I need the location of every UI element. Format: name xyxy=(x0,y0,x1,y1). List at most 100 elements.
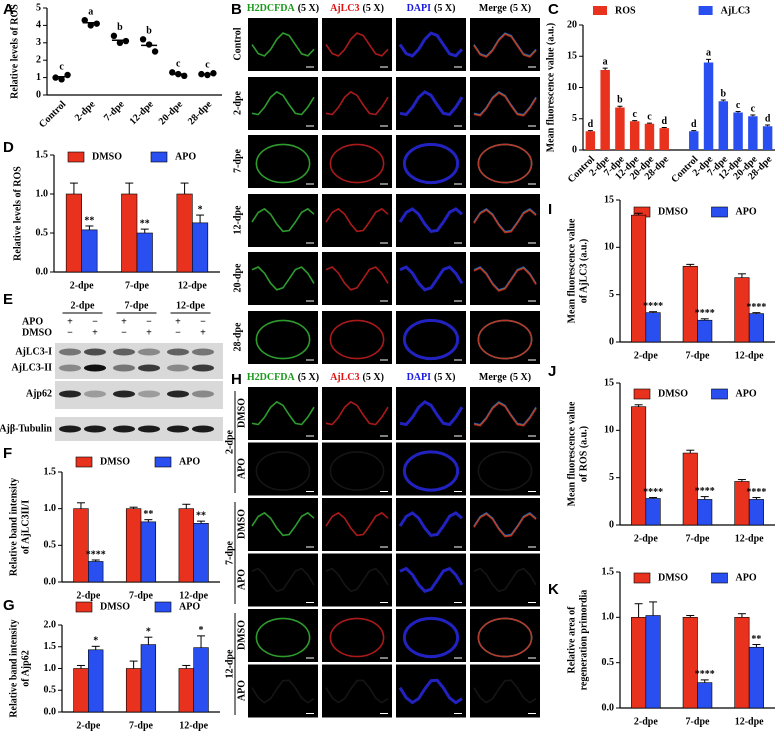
micrograph xyxy=(248,135,318,188)
x-tick-label: 7-dpe xyxy=(129,590,153,601)
micrograph xyxy=(396,252,466,305)
data-point xyxy=(204,71,211,79)
magnification: (5 X) xyxy=(298,3,319,14)
panel-label: E xyxy=(3,291,13,308)
legend-swatch xyxy=(593,6,607,15)
lane-header: 12-dpe xyxy=(176,300,205,311)
data-point xyxy=(116,39,124,46)
tissue-signal xyxy=(477,143,533,184)
bar xyxy=(659,128,669,150)
y-tick-label: 10 xyxy=(567,82,577,93)
y-tick-label: 0 xyxy=(36,89,41,100)
magnification: (5 X) xyxy=(510,372,531,383)
significance-stars: * xyxy=(198,204,203,215)
error-bar xyxy=(706,58,712,63)
significance-letter: d xyxy=(765,113,771,124)
significance-stars: **** xyxy=(695,308,715,319)
tissue-signal xyxy=(399,566,464,594)
error-bar xyxy=(752,312,761,314)
error-bar xyxy=(686,449,695,454)
tissue-signal xyxy=(329,143,385,184)
bar xyxy=(65,193,82,273)
micrograph xyxy=(470,252,540,305)
tissue-signal xyxy=(251,32,315,57)
significance-letter: d xyxy=(691,119,697,130)
significance-letter: d xyxy=(661,116,667,127)
legend-swatch xyxy=(67,151,85,163)
tissue-signal xyxy=(473,513,537,538)
error-bar xyxy=(197,635,206,648)
legend-label: AjLC3 xyxy=(721,5,750,16)
tissue-signal xyxy=(251,567,315,593)
tissue-signal xyxy=(325,90,389,116)
tissue-signal xyxy=(398,31,464,58)
x-tick-label: 12-dpe xyxy=(735,716,764,727)
y-tick-label: 2 xyxy=(36,54,41,65)
y-tick-label: 1.0 xyxy=(44,503,57,514)
legend-label: APO xyxy=(736,572,757,583)
significance-letter: c xyxy=(736,100,741,111)
x-tick-label: 2-dpe xyxy=(70,280,94,291)
legend-label: DMSO xyxy=(658,572,688,583)
x-tick-label: 2-dpe xyxy=(634,716,658,727)
x-tick-label: 12-dpe xyxy=(735,533,764,544)
blot-strip xyxy=(55,343,223,379)
x-tick-label: Control xyxy=(37,99,68,130)
tissue-signal xyxy=(399,265,464,292)
bar xyxy=(762,126,773,150)
micrograph xyxy=(322,609,392,662)
stain-name: Merge xyxy=(479,3,507,14)
y-tick-label: 0.0 xyxy=(44,576,57,587)
bar xyxy=(585,131,596,150)
blot-band xyxy=(113,390,135,398)
error-bar xyxy=(649,601,658,616)
bar xyxy=(645,312,661,343)
blot-band xyxy=(167,390,189,398)
bar xyxy=(748,499,764,526)
legend-swatch xyxy=(150,151,168,163)
bar xyxy=(73,668,89,713)
tissue-signal xyxy=(251,90,315,116)
y-tick-label: 5 xyxy=(36,2,41,13)
bar xyxy=(644,123,655,150)
y-tick-label: 0.0 xyxy=(602,702,615,713)
x-tick-label: 7-dpe xyxy=(125,280,149,291)
error-bar xyxy=(144,519,153,522)
blot-band xyxy=(113,425,135,433)
legend-swatch xyxy=(154,456,172,468)
data-point xyxy=(139,36,147,43)
tissue-signal xyxy=(473,92,537,117)
data-point xyxy=(87,22,94,29)
data-point xyxy=(145,41,153,48)
error-bar xyxy=(691,130,697,132)
y-tick-label: 2.0 xyxy=(44,619,57,630)
error-bar xyxy=(180,182,189,194)
lane-header: 2-dpe xyxy=(71,300,95,311)
bar xyxy=(645,498,661,526)
column-header: DAPI (5 X) xyxy=(407,372,456,383)
group-label: 7-dpe xyxy=(224,541,235,565)
y-axis-label: Relative band intensity xyxy=(8,619,19,717)
legend-swatch xyxy=(633,388,651,400)
micrograph xyxy=(322,252,392,305)
micrograph xyxy=(470,442,540,496)
x-tick-label: 7-dpe xyxy=(129,720,153,731)
significance-stars: * xyxy=(199,625,204,636)
y-tick-label: 1 xyxy=(36,72,41,83)
tissue-signal xyxy=(251,266,315,291)
bar xyxy=(703,62,714,150)
error-bar xyxy=(737,273,746,278)
y-tick-label: 1.0 xyxy=(44,663,57,674)
panel-label: B xyxy=(231,1,242,18)
tissue-signal xyxy=(398,207,463,234)
legend-label: APO xyxy=(179,601,200,612)
blot-band xyxy=(84,348,106,356)
micrograph xyxy=(470,18,540,71)
legend-label: ROS xyxy=(615,5,636,16)
row-label: 28-dpe xyxy=(232,322,243,351)
tissue-signal xyxy=(325,400,389,426)
x-tick-label: 12-dpe xyxy=(179,590,208,601)
legend-swatch xyxy=(698,6,713,15)
micrograph xyxy=(396,77,466,130)
y-tick-label: 20 xyxy=(567,19,577,30)
